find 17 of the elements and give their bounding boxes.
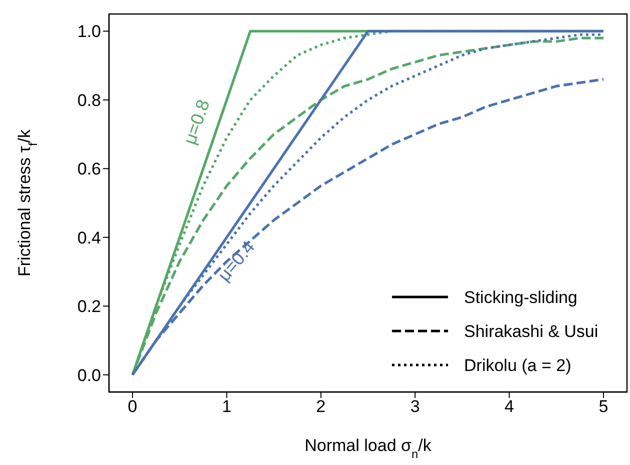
annotation: Shirakashi & Usui <box>464 322 598 341</box>
y-tick-label: 0.8 <box>77 90 101 110</box>
x-tick-label: 0 <box>128 397 138 416</box>
x-tick-label: 4 <box>504 397 514 416</box>
y-tick-label: 0.2 <box>77 297 101 316</box>
y-tick-label: 0.0 <box>77 366 101 385</box>
annotation: Sticking-sliding <box>464 288 578 307</box>
annotation: Drikolu (a = 2) <box>464 356 572 375</box>
x-tick-label: 3 <box>410 397 420 416</box>
annotation: μ=0.8 <box>180 97 214 147</box>
x-tick-label: 5 <box>598 397 608 416</box>
y-tick-label: 0.6 <box>77 160 101 179</box>
x-tick-label: 2 <box>316 397 326 416</box>
y-tick-label: 0.4 <box>77 228 101 248</box>
y-tick-label: 1.0 <box>77 22 101 42</box>
x-axis-title: Normal load σ$_{n}$/k <box>304 436 432 461</box>
x-tick-label: 1 <box>222 397 232 416</box>
